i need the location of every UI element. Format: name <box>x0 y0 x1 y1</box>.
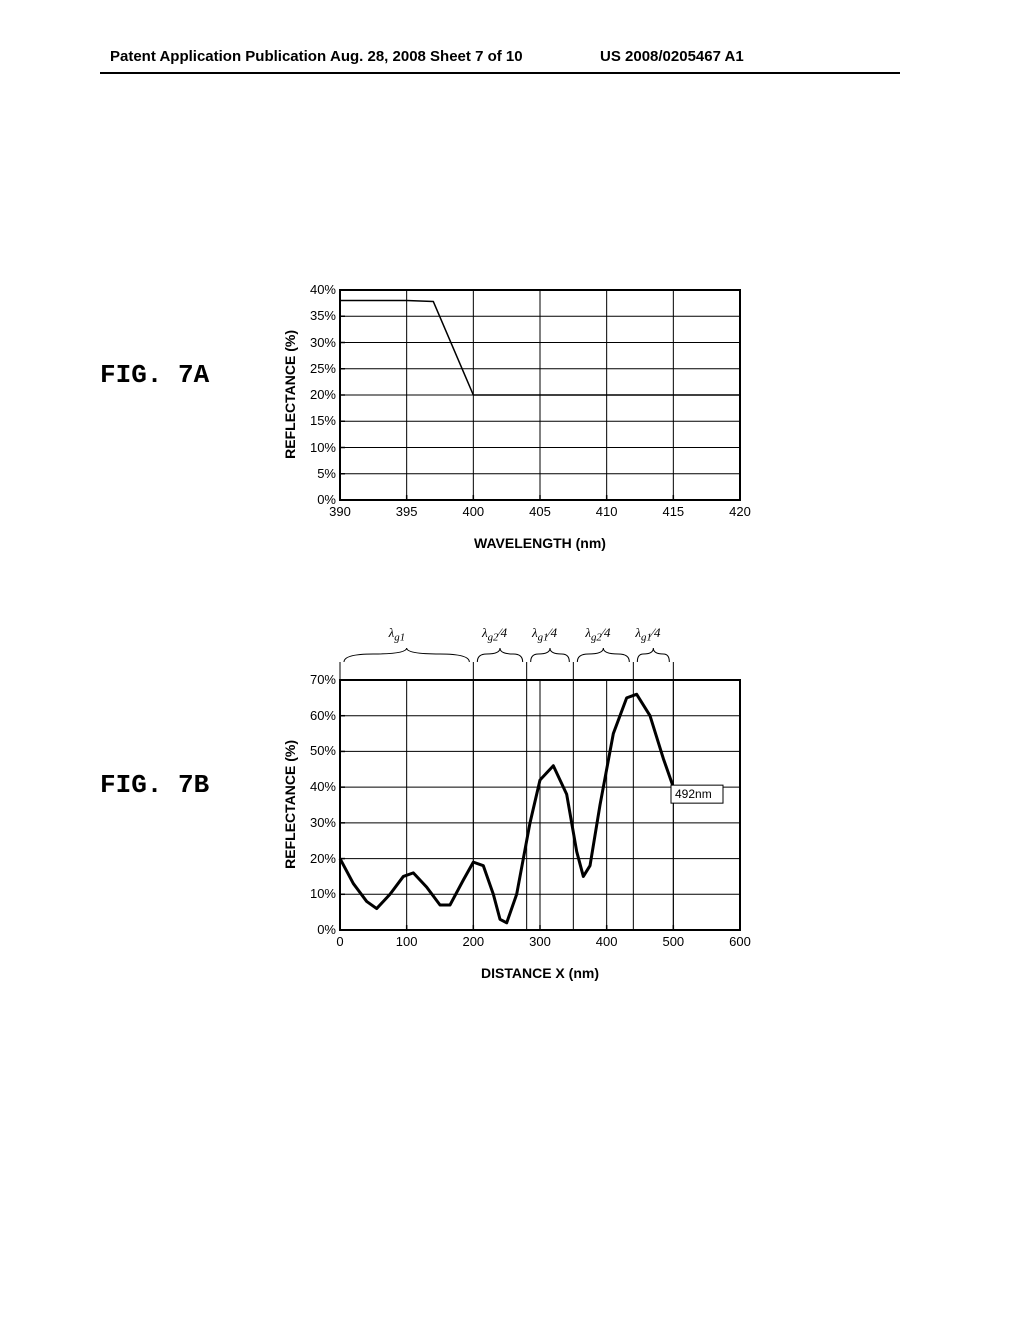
y-tick-label: 70% <box>300 672 336 687</box>
x-tick-label: 300 <box>520 934 560 949</box>
x-tick-label: 400 <box>587 934 627 949</box>
lambda-label: λg1⁄4 <box>532 625 557 644</box>
annotation-label: 492nm <box>675 787 712 801</box>
x-tick-label: 0 <box>320 934 360 949</box>
fig-7b-x-title: DISTANCE X (nm) <box>440 965 640 981</box>
y-tick-label: 10% <box>300 440 336 455</box>
y-tick-label: 40% <box>300 779 336 794</box>
y-tick-label: 15% <box>300 413 336 428</box>
fig-7b-y-title: REFLECTANCE (%) <box>282 740 298 869</box>
x-tick-label: 395 <box>387 504 427 519</box>
y-tick-label: 35% <box>300 308 336 323</box>
lambda-label: λg2⁄4 <box>585 625 610 644</box>
y-tick-label: 10% <box>300 886 336 901</box>
header-mid: Aug. 28, 2008 Sheet 7 of 10 <box>330 48 523 65</box>
y-tick-label: 20% <box>300 387 336 402</box>
y-tick-label: 40% <box>300 282 336 297</box>
y-tick-label: 25% <box>300 361 336 376</box>
y-tick-label: 50% <box>300 743 336 758</box>
x-tick-label: 410 <box>587 504 627 519</box>
header-rule <box>100 72 900 74</box>
x-tick-label: 400 <box>453 504 493 519</box>
y-tick-label: 30% <box>300 815 336 830</box>
x-tick-label: 100 <box>387 934 427 949</box>
x-tick-label: 500 <box>653 934 693 949</box>
y-tick-label: 5% <box>300 466 336 481</box>
fig-7a-label: FIG. 7A <box>100 360 209 390</box>
y-tick-label: 20% <box>300 851 336 866</box>
y-tick-label: 60% <box>300 708 336 723</box>
x-tick-label: 415 <box>653 504 693 519</box>
y-tick-label: 30% <box>300 335 336 350</box>
x-tick-label: 405 <box>520 504 560 519</box>
header-right: US 2008/0205467 A1 <box>600 48 744 65</box>
x-tick-label: 390 <box>320 504 360 519</box>
header-left: Patent Application Publication <box>110 48 326 65</box>
lambda-label: λg1⁄4 <box>635 625 660 644</box>
fig-7a-x-title: WAVELENGTH (nm) <box>440 535 640 551</box>
x-tick-label: 420 <box>720 504 760 519</box>
lambda-label: λg2⁄4 <box>482 625 507 644</box>
x-tick-label: 200 <box>453 934 493 949</box>
fig-7a-y-title: REFLECTANCE (%) <box>282 330 298 459</box>
fig-7b-label: FIG. 7B <box>100 770 209 800</box>
x-tick-label: 600 <box>720 934 760 949</box>
lambda-label: λg1 <box>389 625 405 644</box>
